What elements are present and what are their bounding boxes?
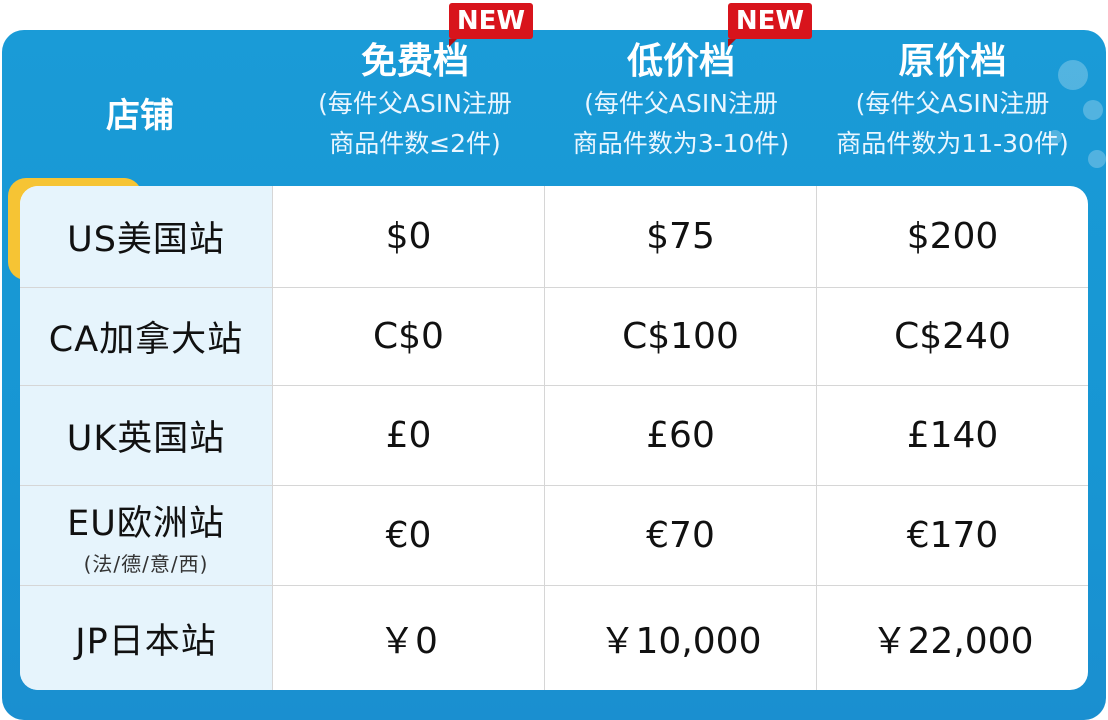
store-name: EU欧洲站 <box>67 503 225 544</box>
store-cell: UK英国站 <box>20 386 273 486</box>
tier-desc: (每件父ASIN注册 <box>855 89 1050 118</box>
pricing-table: US美国站 $0 $75 $200 CA加拿大站 C$0 C$100 C$240… <box>20 186 1088 690</box>
tier-title: 低价档 <box>626 41 735 82</box>
store-note: (法/德/意/西) <box>83 551 209 576</box>
tier-desc: 商品件数为11-30件) <box>836 129 1069 158</box>
new-badge: NEW <box>449 3 533 47</box>
bubble-decoration <box>988 30 1108 190</box>
tier-title: 免费档 <box>360 41 469 82</box>
tier-header-original: 原价档 (每件父ASIN注册 商品件数为11-30件) <box>817 40 1088 164</box>
price-cell: ￥0 <box>273 586 545 690</box>
price-cell: €70 <box>545 486 817 586</box>
tier-header-free: 免费档 (每件父ASIN注册 商品件数≤2件) <box>285 40 545 164</box>
price-cell: €170 <box>817 486 1088 586</box>
store-column-header: 店铺 <box>106 96 174 136</box>
price-cell: ￥10,000 <box>545 586 817 690</box>
tier-desc: (每件父ASIN注册 <box>318 89 512 118</box>
price-cell: £0 <box>273 386 545 486</box>
store-cell: JP日本站 <box>20 586 273 690</box>
store-cell: CA加拿大站 <box>20 288 273 386</box>
price-cell: ￥22,000 <box>871 621 1034 662</box>
price-cell: $200 <box>817 186 1088 288</box>
price-cell: C$100 <box>545 288 817 386</box>
price-cell: £60 <box>545 386 817 486</box>
price-cell: C$0 <box>273 288 545 386</box>
new-badge: NEW <box>728 3 812 47</box>
tier-header-low: 低价档 (每件父ASIN注册 商品件数为3-10件) <box>545 40 817 164</box>
tier-desc: 商品件数为3-10件) <box>572 129 790 158</box>
price-cell: C$240 <box>817 288 1088 386</box>
price-cell: €0 <box>273 486 545 586</box>
store-cell: US美国站 <box>20 186 273 288</box>
price-cell: $75 <box>545 186 817 288</box>
store-cell: EU欧洲站 (法/德/意/西) <box>20 486 273 586</box>
tier-title: 原价档 <box>898 41 1007 82</box>
tier-desc: 商品件数≤2件) <box>329 129 501 158</box>
price-cell: $0 <box>273 186 545 288</box>
tier-desc: (每件父ASIN注册 <box>584 89 778 118</box>
price-cell: £140 <box>817 386 1088 486</box>
